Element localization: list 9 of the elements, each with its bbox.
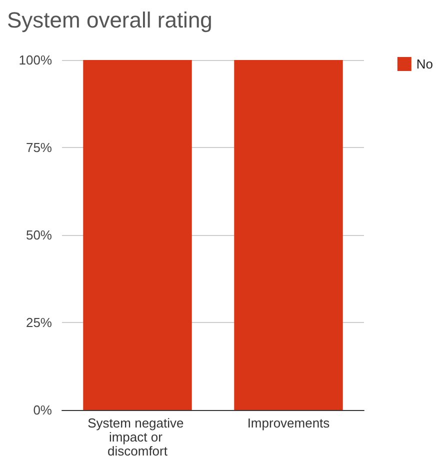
y-tick-label: 0% [33, 402, 52, 418]
y-tick-label: 25% [26, 315, 52, 330]
legend-label: No [416, 56, 434, 72]
y-tick-label: 50% [26, 228, 52, 242]
y-tick-label: 75% [26, 140, 52, 155]
x-tick-label: System negative impact or discomfort [88, 416, 188, 458]
y-tick-label: 100% [18, 52, 52, 68]
x-tick-label: Improvements [247, 416, 330, 430]
chart-title: System overall rating [7, 8, 212, 32]
